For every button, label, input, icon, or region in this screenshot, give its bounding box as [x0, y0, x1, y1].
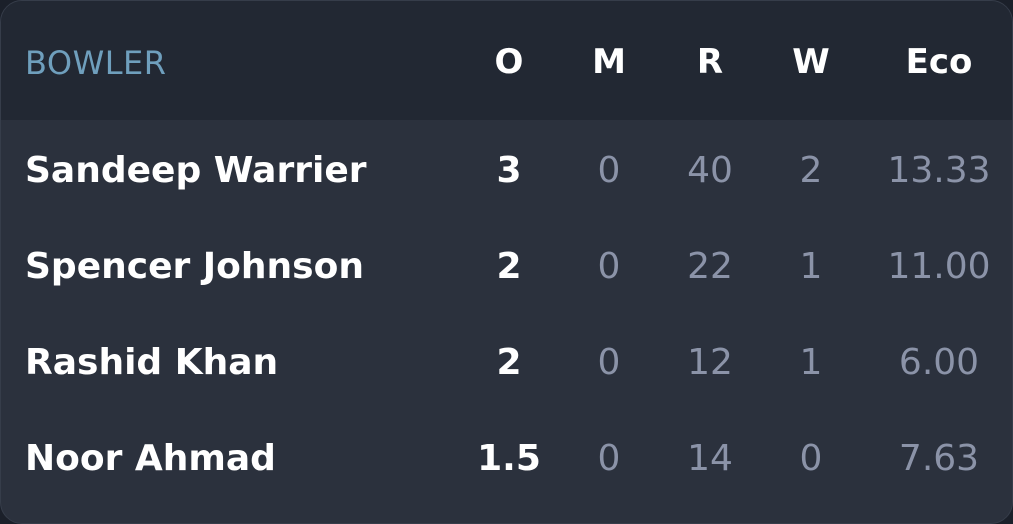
header-maidens: M [592, 42, 626, 82]
header-runs: R [696, 42, 724, 82]
header-overs: O [494, 42, 524, 82]
overs-value: 2 [496, 342, 522, 383]
overs-value: 1.5 [477, 438, 541, 479]
maidens-value: 0 [597, 246, 621, 287]
wickets-value: 1 [799, 342, 823, 383]
header-bowler: BOWLER [25, 44, 167, 82]
economy-value: 6.00 [898, 342, 980, 383]
runs-value: 40 [687, 150, 733, 191]
wickets-value: 0 [799, 438, 823, 479]
runs-value: 22 [687, 246, 733, 287]
economy-value: 13.33 [887, 150, 991, 191]
maidens-value: 0 [597, 342, 621, 383]
overs-value: 2 [496, 246, 522, 287]
economy-value: 7.63 [898, 438, 980, 479]
bowler-name: Sandeep Warrier [25, 150, 367, 191]
wickets-value: 1 [799, 246, 823, 287]
runs-value: 14 [687, 438, 733, 479]
header-wickets: W [792, 42, 830, 82]
table-header: BOWLER O M R W Eco [1, 1, 1012, 120]
maidens-value: 0 [597, 150, 621, 191]
bowler-name: Rashid Khan [25, 342, 279, 383]
maidens-value: 0 [597, 438, 621, 479]
economy-value: 11.00 [887, 246, 991, 287]
overs-value: 3 [496, 150, 522, 191]
bowler-name: Noor Ahmad [25, 438, 276, 479]
bowler-name: Spencer Johnson [25, 246, 364, 287]
runs-value: 12 [687, 342, 733, 383]
header-economy: Eco [905, 42, 973, 82]
wickets-value: 2 [799, 150, 823, 191]
